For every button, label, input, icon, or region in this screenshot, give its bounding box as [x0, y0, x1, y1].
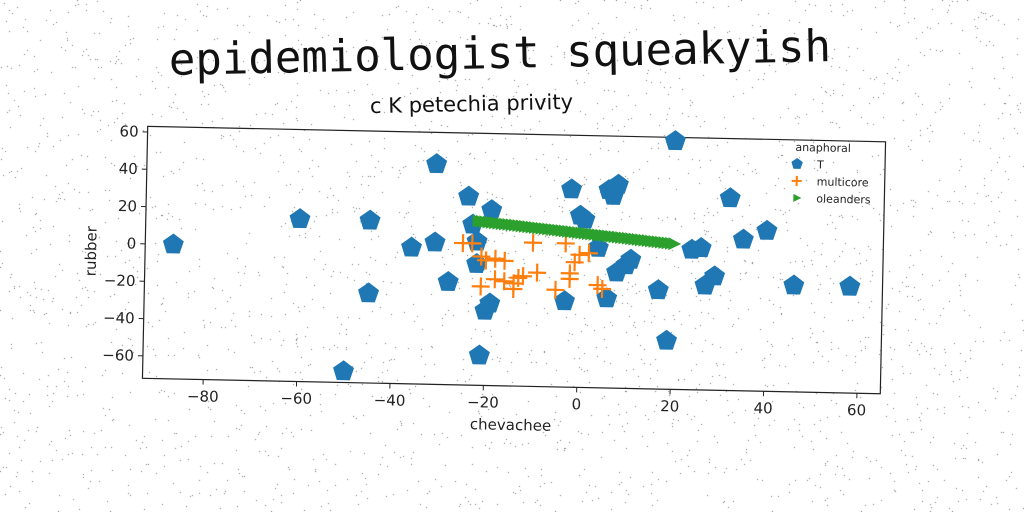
- data-point-t: [424, 231, 446, 252]
- data-point-multicore: [570, 245, 589, 264]
- data-point-multicore: [463, 234, 482, 253]
- data-point-multicore: [472, 247, 491, 266]
- data-point-t: [839, 275, 861, 296]
- data-point-t: [359, 209, 381, 230]
- data-point-t: [656, 329, 678, 350]
- x-tick-label: 60: [847, 401, 866, 419]
- data-point-t: [468, 344, 490, 365]
- data-point-t: [481, 199, 503, 220]
- x-tick-label: −40: [374, 391, 406, 410]
- data-point-oleanders: [668, 237, 682, 251]
- data-point-multicore: [486, 249, 505, 268]
- data-point-t: [437, 270, 459, 292]
- data-point-t: [620, 248, 642, 269]
- x-tick-label: 40: [753, 399, 772, 417]
- data-point-t: [783, 274, 805, 295]
- data-point-t: [647, 279, 669, 300]
- y-tick-label: −60: [102, 346, 134, 365]
- y-tick-label: 60: [119, 122, 138, 140]
- data-point-t: [587, 236, 609, 257]
- data-point-t: [732, 228, 754, 249]
- y-tick-label: −40: [103, 309, 135, 328]
- y-tick-label: 0: [127, 235, 137, 253]
- data-point-t: [554, 290, 576, 311]
- data-point-t: [704, 265, 726, 286]
- data-point-multicore: [528, 263, 547, 282]
- x-axis: −80 −60 −40 −20 0 20 40 60: [187, 379, 866, 419]
- data-point-t: [574, 208, 596, 229]
- x-tick-label: −80: [187, 387, 219, 406]
- data-point-t: [596, 287, 618, 308]
- plot-frame: [141, 125, 887, 395]
- data-point-t: [479, 292, 501, 313]
- x-tick-label: 0: [571, 395, 581, 413]
- data-point-t: [719, 187, 741, 208]
- data-point-t: [358, 282, 380, 303]
- legend-label: multicore: [817, 175, 869, 189]
- legend-marker-t: [791, 157, 803, 169]
- data-point-multicore: [579, 244, 598, 263]
- data-point-multicore: [504, 279, 523, 298]
- data-point-multicore: [485, 270, 504, 289]
- data-point-t: [690, 237, 712, 258]
- data-point-multicore: [565, 253, 584, 272]
- data-point-multicore: [513, 267, 533, 286]
- data-point-t: [756, 219, 778, 240]
- data-point-t: [561, 178, 583, 199]
- data-point-t: [458, 185, 480, 206]
- data-point-multicore: [560, 264, 579, 283]
- y-axis-label: rubber: [82, 225, 101, 276]
- plot-marks: [162, 130, 861, 381]
- data-point-multicore: [593, 279, 612, 298]
- data-point-t: [607, 173, 629, 194]
- data-point-multicore: [495, 251, 514, 270]
- x-tick-label: 20: [660, 397, 679, 415]
- x-tick-label: −20: [467, 393, 499, 412]
- legend-title: anaphoral: [795, 141, 851, 155]
- x-axis-label: chevachee: [470, 415, 552, 435]
- data-point-multicore: [495, 272, 514, 291]
- data-point-multicore: [588, 276, 607, 295]
- legend-marker-oleanders: [793, 193, 802, 202]
- y-axis: −60 −40 −20 0 20 40 60: [102, 122, 148, 365]
- legend-label: T: [816, 158, 824, 171]
- data-point-t: [401, 236, 423, 257]
- data-point-t: [333, 360, 355, 381]
- y-tick-label: 40: [119, 160, 138, 178]
- x-tick-label: −60: [280, 389, 312, 408]
- data-point-multicore: [509, 268, 528, 287]
- data-point-multicore: [546, 280, 565, 299]
- data-point-multicore: [471, 277, 490, 296]
- data-point-multicore: [524, 233, 543, 252]
- y-tick-label: 20: [118, 197, 137, 215]
- data-point-t: [426, 153, 448, 174]
- y-tick-label: −20: [104, 271, 136, 290]
- data-point-t: [664, 130, 686, 151]
- data-point-multicore: [476, 251, 495, 270]
- data-point-t: [162, 233, 184, 254]
- data-point-t: [289, 208, 311, 229]
- legend-label: oleanders: [816, 192, 871, 206]
